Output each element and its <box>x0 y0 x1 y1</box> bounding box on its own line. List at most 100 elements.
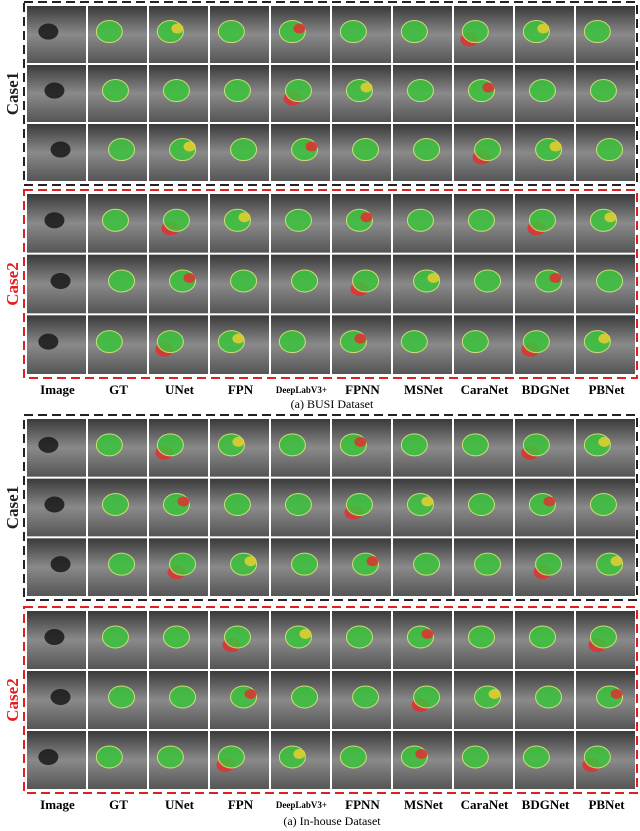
error-region <box>354 333 367 344</box>
error-region <box>244 689 257 699</box>
segmentation <box>522 330 550 354</box>
column-header: Image <box>40 797 75 812</box>
error-region <box>482 82 495 93</box>
error-region <box>610 556 623 567</box>
case-box <box>23 414 638 601</box>
error-region <box>232 333 245 344</box>
error-region <box>293 23 306 34</box>
segmentation <box>474 552 502 576</box>
segmentation <box>474 269 502 293</box>
segmentation <box>461 330 489 354</box>
segmentation <box>156 433 184 457</box>
caption: (a) In-house Dataset <box>283 814 381 828</box>
segmentation <box>461 20 489 44</box>
column-header: CaraNet <box>461 382 509 397</box>
lesion <box>44 212 65 229</box>
case-label: Case1 <box>3 72 22 115</box>
error-region <box>543 496 556 507</box>
error-region <box>299 629 312 639</box>
segmentation <box>352 269 380 293</box>
lesion <box>38 436 59 453</box>
column-header: FPN <box>228 797 254 812</box>
lesion <box>44 82 65 99</box>
lesion <box>50 272 71 289</box>
segmentation <box>596 138 624 162</box>
error-region <box>415 749 428 759</box>
segmentation <box>108 685 136 709</box>
segmentation <box>589 79 617 103</box>
segmentation <box>522 433 550 457</box>
column-header: MSNet <box>404 382 444 397</box>
segmentation <box>284 493 312 517</box>
lesion <box>50 141 71 158</box>
segmentation <box>413 138 441 162</box>
segmentation <box>583 20 611 44</box>
segmentation <box>583 745 611 769</box>
segmentation <box>230 269 258 293</box>
case-box <box>23 189 638 379</box>
segmentation <box>223 493 251 517</box>
segmentation <box>352 138 380 162</box>
segmentation <box>400 330 428 354</box>
error-region <box>598 436 611 447</box>
lesion <box>38 749 59 765</box>
column-header: MSNet <box>404 797 444 812</box>
error-region <box>366 556 379 567</box>
segmentation <box>108 552 136 576</box>
segmentation <box>291 685 319 709</box>
case-label: Case1 <box>3 486 22 529</box>
column-header: CaraNet <box>461 797 509 812</box>
segmentation <box>95 433 123 457</box>
case-box <box>23 1 638 186</box>
segmentation <box>95 745 123 769</box>
error-region <box>488 689 501 699</box>
column-header: FPN <box>228 382 254 397</box>
segmentation <box>467 625 495 649</box>
error-region <box>171 23 184 34</box>
error-region <box>244 556 257 567</box>
case-label: Case2 <box>3 678 22 721</box>
segmentation <box>528 625 556 649</box>
error-region <box>183 141 196 152</box>
segmentation <box>230 138 258 162</box>
case-label: Case2 <box>3 262 22 305</box>
segmentation <box>284 208 312 232</box>
error-region <box>232 436 245 447</box>
segmentation <box>217 20 245 44</box>
error-region <box>421 496 434 507</box>
segmentation <box>284 79 312 103</box>
column-header: BDGNet <box>522 797 570 812</box>
segmentation <box>400 20 428 44</box>
segmentation <box>413 552 441 576</box>
segmentation <box>162 208 190 232</box>
column-header: Image <box>40 382 75 397</box>
segmentation <box>291 269 319 293</box>
caption: (a) BUSI Dataset <box>291 397 374 411</box>
column-header: FPNN <box>345 382 380 397</box>
column-header: UNet <box>165 382 195 397</box>
lesion <box>44 496 65 513</box>
error-region <box>604 212 617 223</box>
segmentation <box>156 745 184 769</box>
segmentation <box>162 79 190 103</box>
segmentation <box>101 625 129 649</box>
error-region <box>238 212 251 223</box>
segmentation <box>101 493 129 517</box>
column-header: PBNet <box>588 382 625 397</box>
lesion <box>38 23 59 40</box>
segmentation <box>589 493 617 517</box>
lesion <box>50 556 71 573</box>
column-header: DeepLabV3+ <box>276 800 327 810</box>
segmentation <box>162 625 190 649</box>
error-region <box>598 333 611 344</box>
column-header: UNet <box>165 797 195 812</box>
segmentation <box>474 138 502 162</box>
column-header: BDGNet <box>522 382 570 397</box>
error-region <box>360 212 373 223</box>
segmentation <box>345 493 373 517</box>
lesion <box>44 629 65 645</box>
segmentation <box>169 685 197 709</box>
segmentation <box>522 745 550 769</box>
segmentation <box>278 433 306 457</box>
